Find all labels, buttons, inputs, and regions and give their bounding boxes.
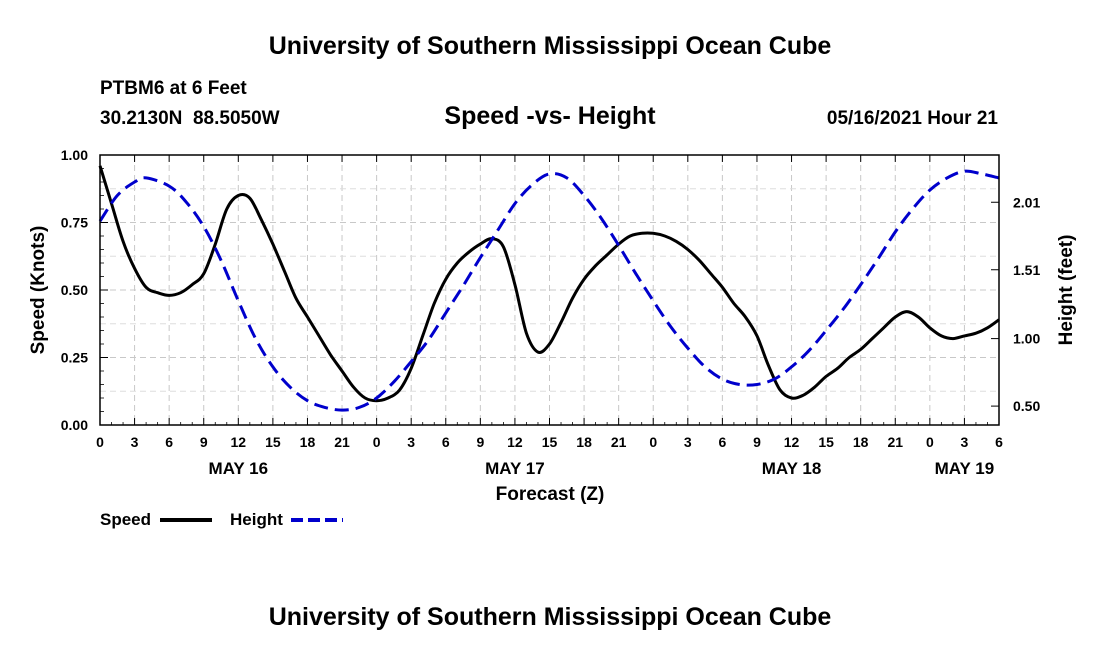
x-axis-title: Forecast (Z) — [496, 484, 605, 505]
left-tick-label: 1.00 — [61, 147, 88, 163]
x-tick-label: 15 — [542, 434, 558, 450]
legend-height-label: Height — [230, 510, 283, 529]
x-tick-label: 3 — [131, 434, 139, 450]
x-tick-label: 6 — [718, 434, 726, 450]
x-tick-label: 3 — [684, 434, 692, 450]
datetime-label: 05/16/2021 Hour 21 — [827, 108, 999, 129]
axis-labels: 0 3 6 9 12 15 18 21 0 3 6 9 12 15 18 21 0 3 6 9 12 15 18 21 0 3 6M… — [61, 147, 1041, 478]
x-tick-label: 12 — [231, 434, 247, 450]
x-tick-label: 9 — [200, 434, 208, 450]
bottom-title: University of Southern Mississippi Ocean… — [269, 603, 832, 631]
left-axis-title: Speed (Knots) — [28, 226, 49, 355]
x-tick-label: 15 — [265, 434, 281, 450]
top-title: University of Southern Mississippi Ocean… — [269, 32, 832, 60]
x-tick-label: 21 — [334, 434, 350, 450]
x-tick-label: 15 — [818, 434, 834, 450]
left-tick-label: 0.75 — [61, 215, 88, 231]
x-tick-label: 12 — [784, 434, 800, 450]
plot-frame — [99, 154, 1000, 426]
x-tick-label: 21 — [611, 434, 627, 450]
legend: Speed Height — [100, 510, 343, 529]
left-tick-label: 0.50 — [61, 282, 88, 298]
date-label: MAY 19 — [935, 459, 995, 478]
x-tick-label: 9 — [753, 434, 761, 450]
right-tick-label: 1.00 — [1013, 331, 1040, 347]
x-tick-label: 0 — [926, 434, 934, 450]
coordinates-label: 30.2130N 88.5050W — [100, 108, 280, 129]
x-tick-label: 12 — [507, 434, 523, 450]
station-label: PTBM6 at 6 Feet — [100, 78, 247, 99]
right-tick-label: 1.51 — [1013, 262, 1040, 278]
x-tick-label: 18 — [300, 434, 316, 450]
x-tick-label: 0 — [96, 434, 104, 450]
height-series-line — [98, 169, 1000, 412]
left-tick-label: 0.25 — [61, 350, 88, 366]
date-label: MAY 16 — [209, 459, 269, 478]
x-tick-label: 0 — [649, 434, 657, 450]
x-tick-label: 0 — [373, 434, 381, 450]
right-axis-title: Height (feet) — [1056, 235, 1077, 346]
right-tick-label: 0.50 — [1013, 398, 1040, 414]
speed-series-line — [98, 165, 1000, 403]
x-tick-label: 3 — [407, 434, 415, 450]
chart-title: Speed -vs- Height — [444, 102, 656, 130]
grid-lines — [100, 155, 999, 425]
x-tick-label: 6 — [995, 434, 1003, 450]
legend-speed-label: Speed — [100, 510, 151, 529]
left-tick-label: 0.00 — [61, 417, 88, 433]
date-label: MAY 17 — [485, 459, 545, 478]
date-label: MAY 18 — [762, 459, 822, 478]
right-tick-label: 2.01 — [1013, 194, 1040, 210]
x-tick-label: 9 — [476, 434, 484, 450]
x-tick-label: 21 — [887, 434, 903, 450]
x-tick-label: 6 — [442, 434, 450, 450]
x-tick-label: 6 — [165, 434, 173, 450]
x-tick-label: 3 — [961, 434, 969, 450]
x-tick-label: 18 — [576, 434, 592, 450]
series-lines — [98, 165, 1000, 412]
x-tick-label: 18 — [853, 434, 869, 450]
